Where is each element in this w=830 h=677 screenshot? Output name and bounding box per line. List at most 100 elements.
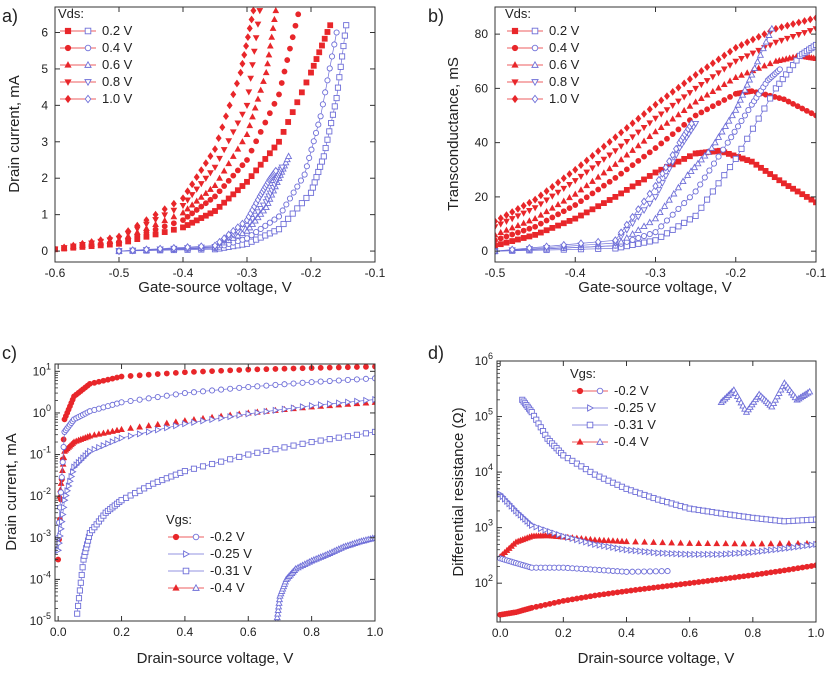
data-point [790, 20, 797, 28]
y-axis-label: Differential resistance (Ω) [450, 407, 467, 576]
data-point [218, 386, 225, 393]
data-point [577, 239, 585, 248]
data-point [549, 182, 556, 191]
data-point [623, 151, 631, 158]
data-point [776, 540, 784, 547]
tick-exponent: 5 [488, 407, 493, 417]
data-point [197, 181, 205, 188]
data-point [339, 53, 346, 60]
data-point [738, 145, 745, 152]
data-point [280, 128, 287, 135]
data-point [308, 401, 316, 410]
data-point [589, 206, 596, 213]
legend-title: Vds: [505, 6, 531, 21]
x-axis-label: Drain-source voltage, V [137, 650, 294, 667]
data-point [698, 204, 705, 211]
data-point [687, 167, 695, 174]
data-point [127, 424, 134, 431]
data-point [600, 142, 607, 151]
data-point [244, 157, 250, 163]
data-point [768, 546, 775, 554]
data-point [215, 134, 222, 143]
data-point [59, 518, 66, 526]
data-point [287, 45, 293, 52]
data-point [497, 241, 504, 248]
data-point [634, 213, 642, 221]
panel-c: c)0.0 0.2 0.4 0.6 0.8 1.010-510-410-310-210-1… [2, 343, 384, 667]
data-point [250, 48, 258, 55]
data-point [713, 539, 721, 547]
data-point [795, 18, 802, 27]
data-point [227, 367, 234, 374]
data-point [156, 244, 164, 253]
data-point [640, 197, 648, 206]
data-point [328, 53, 336, 60]
data-point [163, 392, 170, 399]
data-point [697, 181, 704, 188]
data-point [655, 187, 663, 194]
data-point [298, 200, 305, 207]
data-point [785, 98, 792, 105]
data-point [520, 219, 528, 226]
data-point [344, 433, 351, 440]
data-point [623, 220, 631, 229]
data-point [243, 42, 250, 50]
data-point [113, 426, 121, 433]
data-point [548, 193, 556, 200]
data-point [143, 245, 150, 254]
data-point [659, 169, 666, 178]
data-point [239, 111, 246, 118]
data-point [537, 201, 545, 208]
data-point [650, 538, 657, 545]
legend-entry-label: 0.8 V [102, 74, 133, 89]
data-point [152, 231, 159, 238]
data-point [778, 37, 785, 44]
data-point [709, 87, 717, 94]
data-point [750, 548, 757, 556]
data-point [623, 124, 630, 132]
data-point [226, 101, 233, 110]
data-point [127, 432, 135, 440]
data-point [786, 544, 793, 552]
data-point [245, 383, 252, 391]
data-point [184, 213, 191, 220]
data-point [326, 377, 333, 385]
data-point [629, 212, 636, 222]
data-point [127, 397, 134, 405]
data-point [236, 367, 243, 373]
data-point [248, 15, 255, 24]
series-blue-triangle-right [497, 490, 816, 558]
data-point [301, 171, 308, 178]
data-point [571, 190, 579, 197]
data-point [629, 183, 636, 190]
data-point [236, 384, 243, 391]
data-point [354, 397, 361, 405]
data-point [783, 71, 790, 78]
legend-marker [511, 27, 519, 35]
data-point [145, 395, 152, 402]
data-point [211, 181, 219, 189]
data-point [170, 213, 178, 220]
data-point [704, 539, 712, 547]
data-point [292, 22, 299, 29]
data-point [686, 153, 693, 160]
data-point [173, 422, 180, 430]
legend-entry-label: -0.31 V [614, 417, 656, 432]
x-tick-label: -0.2 [725, 266, 746, 280]
data-point [790, 543, 798, 551]
data-point [526, 207, 533, 215]
data-point [727, 94, 733, 100]
data-point [658, 96, 665, 105]
data-point [298, 89, 305, 96]
data-point [303, 79, 310, 86]
data-point [249, 62, 256, 69]
data-point [271, 100, 278, 107]
data-point [207, 196, 214, 203]
data-point [230, 226, 237, 236]
data-point [560, 208, 567, 215]
data-point [777, 545, 784, 553]
data-point [686, 75, 693, 83]
data-point [686, 90, 694, 97]
data-point [745, 548, 753, 557]
data-point [320, 153, 327, 160]
